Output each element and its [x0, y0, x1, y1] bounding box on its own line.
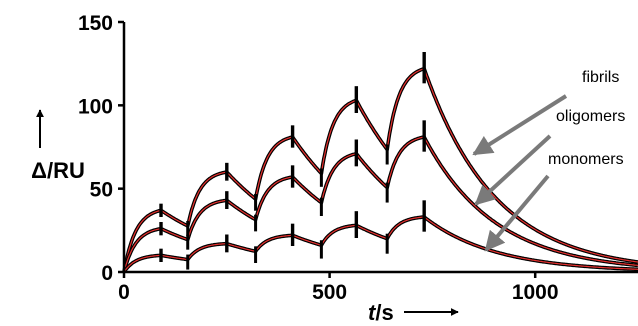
- x-tick-label: 500: [312, 281, 347, 304]
- curves-layer: [122, 66, 638, 273]
- arrow-monomers-icon: [484, 174, 550, 252]
- arrow-fibrils-icon: [472, 94, 568, 156]
- fit-curve-monomers: [123, 216, 638, 273]
- x-tick-label: 1000: [512, 281, 559, 304]
- y-axis-title: Δ/RU: [31, 158, 85, 183]
- x-axis-title-symbol: t: [368, 300, 377, 325]
- axis-ticks: 0 500 1000 0 50 100 150: [78, 12, 559, 304]
- y-axis-title-group: Δ/RU: [31, 109, 85, 183]
- fit-curve-fibrils: [123, 68, 638, 273]
- injection-spikes: [159, 52, 426, 270]
- annotation-monomers: monomers: [548, 151, 624, 168]
- annotations: fibrils oligomers monomers: [472, 69, 625, 252]
- fit-curve-oligomers: [123, 136, 638, 273]
- x-axis-title: t/s: [368, 300, 394, 325]
- y-tick-label: 0: [101, 262, 113, 285]
- x-axis-title-group: t/s: [368, 300, 459, 325]
- annotation-oligomers: oligomers: [556, 108, 625, 125]
- y-tick-label: 100: [78, 95, 113, 118]
- x-axis-title-unit: /s: [375, 300, 393, 325]
- annotation-fibrils: fibrils: [582, 69, 619, 86]
- y-tick-label: 50: [90, 179, 113, 202]
- y-tick-label: 150: [78, 12, 113, 35]
- arrow-oligomers-icon: [474, 134, 552, 206]
- x-tick-label: 0: [118, 281, 130, 304]
